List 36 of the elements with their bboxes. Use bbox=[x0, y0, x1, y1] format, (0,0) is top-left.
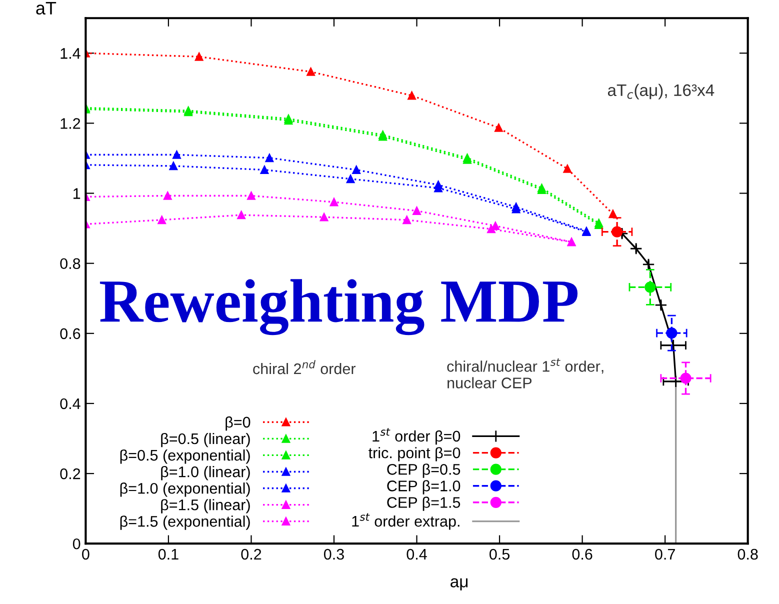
y-tick-label: 1 bbox=[74, 188, 80, 199]
annotation: chiral 2$^{nd}$ order bbox=[253, 360, 356, 374]
x-tick-label: 0.1 bbox=[158, 548, 178, 560]
legend-label: CEP β=1.0 bbox=[387, 480, 460, 494]
y-tick-label: 0.8 bbox=[60, 258, 80, 270]
text: chiral/nuclear 1$^{st}$ order, nuclear CEP bbox=[447, 358, 604, 388]
legend-label: CEP β=1.5 bbox=[387, 496, 460, 511]
legend-label: CEP β=0.5 bbox=[387, 464, 460, 478]
y-tick-label: 1.2 bbox=[60, 118, 80, 129]
legend-label: β=0.5 (linear) bbox=[161, 432, 250, 448]
legend-label: β=0 bbox=[226, 416, 250, 431]
x-tick-label: 0 bbox=[82, 548, 90, 560]
legend-label: 1$^{st}$ order extrap. bbox=[352, 513, 460, 530]
legend-label: tric. point β=0 bbox=[368, 447, 460, 462]
annotation: aT$_{c}$(aμ), 16³x4 bbox=[608, 84, 714, 100]
y-tick-label: 1.4 bbox=[60, 48, 80, 59]
legend-label: β=1.5 (exponential) bbox=[120, 516, 250, 530]
y-tick-label: 0.2 bbox=[60, 468, 80, 480]
legend-label: β=1.0 (linear) bbox=[161, 466, 250, 480]
x-axis-title: aμ bbox=[450, 578, 468, 590]
annotation: Reweighting MDP bbox=[100, 279, 578, 336]
x-tick-label: 0.3 bbox=[324, 548, 344, 560]
legend-label: β=1.5 (linear) bbox=[161, 499, 250, 514]
x-tick-label: 0.2 bbox=[241, 548, 262, 560]
y-tick-label: 0 bbox=[72, 538, 80, 550]
x-tick-label: 0.6 bbox=[572, 548, 592, 560]
x-tick-label: 0.4 bbox=[406, 548, 427, 560]
y-axis-title: aT bbox=[36, 2, 56, 15]
x-tick-label: 0.7 bbox=[655, 548, 675, 560]
y-tick-label: 0.6 bbox=[60, 328, 80, 340]
x-tick-label: 0.5 bbox=[490, 548, 510, 560]
legend-label: β=0.5 (exponential) bbox=[120, 449, 250, 464]
legend-label: 1$^{st}$ order β=0 bbox=[372, 428, 460, 445]
x-tick-label: 0.8 bbox=[738, 548, 758, 560]
legend-label: β=1.0 (exponential) bbox=[120, 482, 250, 497]
y-tick-label: 0.4 bbox=[60, 398, 80, 410]
